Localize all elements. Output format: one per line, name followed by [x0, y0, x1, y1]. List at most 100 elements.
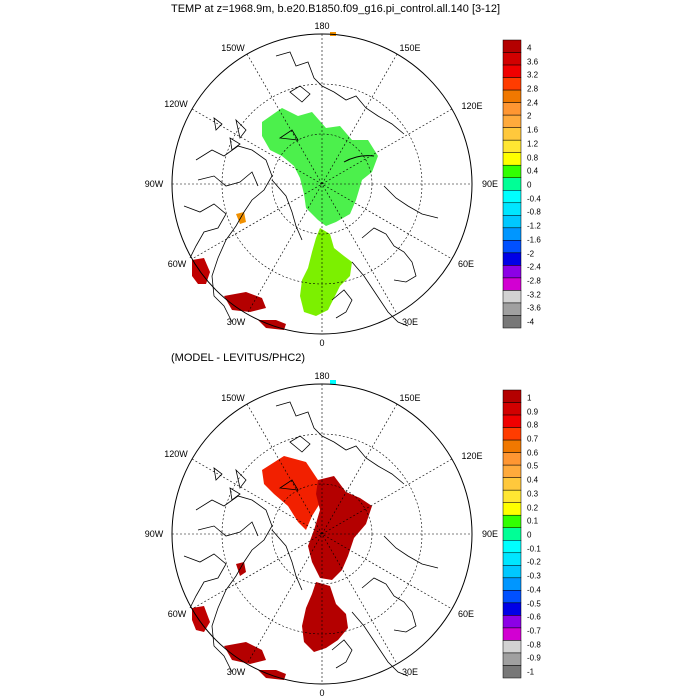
lon-label-90w: 90W — [144, 179, 164, 189]
lon-label-30e: 30E — [401, 317, 419, 327]
colorbar-tick-label: -0.4 — [527, 585, 541, 595]
lon-label-150e: 150E — [399, 393, 421, 403]
colorbar-swatch — [502, 240, 522, 254]
colorbar-tick-label: -1 — [527, 667, 535, 677]
colorbar-swatch — [502, 427, 522, 441]
colorbar-swatch — [502, 452, 522, 466]
colorbar-tick-label: 1 — [527, 393, 532, 403]
lon-label-120e: 120E — [461, 101, 483, 111]
data-region-green — [262, 108, 378, 226]
top-colorbar — [502, 39, 522, 329]
data-region-darkred-lower — [302, 582, 348, 652]
colorbar-tick-label: 0 — [527, 530, 532, 540]
colorbar-swatch — [502, 552, 522, 566]
colorbar-swatch — [502, 64, 522, 78]
colorbar-tick-label: -0.5 — [527, 599, 541, 609]
colorbar-swatch — [502, 477, 522, 491]
colorbar-swatch — [502, 502, 522, 516]
colorbar-tick-label: 0.4 — [527, 166, 539, 176]
colorbar-swatch — [502, 77, 522, 91]
colorbar-swatch — [502, 640, 522, 654]
bottom-map-panel — [171, 380, 473, 685]
data-region-lime — [300, 228, 352, 316]
colorbar-swatch — [502, 389, 522, 403]
colorbar-swatch — [502, 215, 522, 229]
colorbar-tick-label: -0.1 — [527, 544, 541, 554]
lon-label-120e: 120E — [461, 451, 483, 461]
colorbar-swatch — [502, 602, 522, 616]
colorbar-tick-label: 0.1 — [527, 516, 539, 526]
colorbar-tick-label: -0.6 — [527, 612, 541, 622]
lon-label-60e: 60E — [457, 609, 475, 619]
colorbar-tick-label: -1.2 — [527, 221, 541, 231]
colorbar-tick-label: 0.4 — [527, 475, 539, 485]
lon-label-90w: 90W — [144, 529, 164, 539]
lon-label-120w: 120W — [164, 99, 188, 109]
data-region-darkred-2 — [224, 642, 266, 664]
colorbar-tick-label: -2 — [527, 249, 535, 259]
lon-label-180: 180 — [314, 371, 330, 381]
colorbar-swatch — [502, 665, 522, 679]
colorbar-swatch — [502, 540, 522, 554]
colorbar-swatch — [502, 52, 522, 66]
data-region-darkred-1 — [192, 258, 210, 284]
colorbar-swatch — [502, 627, 522, 641]
data-region-darkred-1 — [192, 606, 210, 632]
lon-label-150w: 150W — [221, 43, 245, 53]
graticule — [172, 384, 472, 684]
colorbar-swatch — [502, 315, 522, 329]
graticule — [172, 34, 472, 334]
colorbar-swatch — [502, 464, 522, 478]
colorbar-tick-label: 0.5 — [527, 461, 539, 471]
colorbar-tick-label: -0.9 — [527, 653, 541, 663]
data-region-cyan — [330, 380, 336, 384]
colorbar-tick-label: 4 — [527, 43, 532, 53]
colorbar-swatch — [502, 290, 522, 304]
lon-label-60w: 60W — [167, 259, 187, 269]
colorbar-swatch — [502, 277, 522, 291]
colorbar-tick-label: -4 — [527, 317, 535, 327]
colorbar-tick-label: 0.3 — [527, 489, 539, 499]
colorbar-tick-label: 2.8 — [527, 84, 539, 94]
colorbar-swatch — [502, 190, 522, 204]
colorbar-swatch — [502, 127, 522, 141]
colorbar-swatch — [502, 114, 522, 128]
colorbar-tick-label: -0.2 — [527, 557, 541, 567]
colorbar-tick-label: 3.6 — [527, 57, 539, 67]
colorbar-tick-label: -2.4 — [527, 262, 541, 272]
lon-label-0: 0 — [319, 338, 325, 348]
colorbar-swatch — [502, 402, 522, 416]
lon-label-30e: 30E — [401, 667, 419, 677]
data-region-darkred-main — [308, 476, 372, 580]
colorbar-swatch — [502, 565, 522, 579]
colorbar-tick-label: -3.2 — [527, 290, 541, 300]
colorbar-swatch — [502, 590, 522, 604]
colorbar-tick-label: -0.3 — [527, 571, 541, 581]
colorbar-tick-label: 0.2 — [527, 503, 539, 513]
coastlines — [183, 401, 439, 677]
data-region-darkred-2 — [224, 292, 266, 312]
colorbar-swatch — [502, 252, 522, 266]
top-map-panel — [171, 32, 473, 335]
lon-label-90e: 90E — [481, 529, 499, 539]
colorbar-swatch — [502, 489, 522, 503]
bottom-panel-title: (MODEL - LEVITUS/PHC2) — [171, 352, 306, 364]
colorbar-swatch — [502, 439, 522, 453]
colorbar-tick-label: -0.8 — [527, 640, 541, 650]
colorbar-swatch — [502, 202, 522, 216]
colorbar-tick-label: 0.7 — [527, 434, 539, 444]
lon-label-0: 0 — [319, 688, 325, 698]
colorbar-tick-label: 2 — [527, 111, 532, 121]
colorbar-swatch — [502, 164, 522, 178]
colorbar-tick-label: 0.9 — [527, 407, 539, 417]
lon-label-150e: 150E — [399, 43, 421, 53]
colorbar-swatch — [502, 414, 522, 428]
colorbar-tick-label: 0.6 — [527, 448, 539, 458]
colorbar-swatch — [502, 89, 522, 103]
colorbar-tick-label: 0 — [527, 180, 532, 190]
lon-label-150w: 150W — [221, 393, 245, 403]
colorbar-swatch — [502, 152, 522, 166]
data-region-red — [262, 456, 322, 530]
colorbar-swatch — [502, 615, 522, 629]
